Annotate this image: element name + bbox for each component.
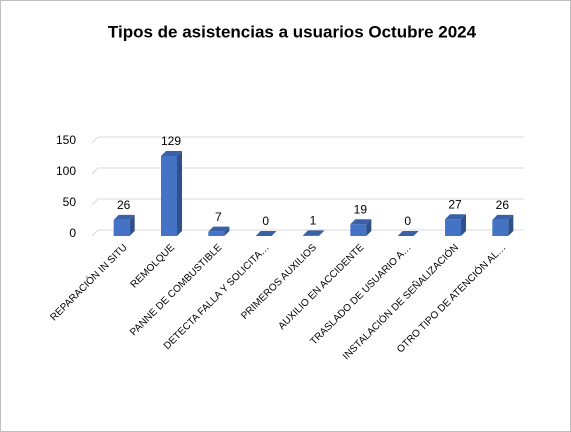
bar-top — [303, 230, 324, 236]
grid-line — [91, 198, 524, 206]
bar-top — [492, 214, 514, 220]
bar-front — [113, 219, 130, 236]
bar — [350, 219, 372, 236]
y-tick-label: 150 — [56, 133, 76, 147]
chart-title: Tipos de asistencias a usuarios Octubre … — [108, 22, 477, 41]
value-label: 129 — [161, 134, 181, 148]
value-label: 7 — [215, 210, 222, 224]
bar-top — [113, 214, 135, 220]
bar — [397, 231, 419, 236]
bar-front — [350, 224, 367, 236]
value-label: 0 — [262, 214, 269, 228]
grid-line — [91, 229, 524, 237]
bar — [208, 226, 230, 236]
value-label: 0 — [404, 214, 411, 228]
bar-front — [445, 219, 461, 236]
bar-top — [445, 214, 466, 220]
bar-side — [319, 230, 324, 236]
y-tick-label: 0 — [69, 226, 76, 240]
value-label: 19 — [354, 202, 368, 216]
bar-top — [255, 231, 277, 236]
value-label: 26 — [496, 198, 510, 212]
bar — [492, 214, 514, 236]
value-label: 1 — [310, 214, 317, 228]
bar-top — [208, 226, 230, 232]
value-label: 26 — [117, 198, 131, 212]
bar-top — [397, 231, 419, 236]
grid-line — [91, 167, 524, 175]
bar-front — [161, 156, 177, 236]
bar-top — [161, 151, 182, 157]
bar — [445, 214, 466, 236]
bar-side — [224, 226, 230, 236]
bar-side — [177, 151, 182, 236]
bar-front — [303, 235, 319, 236]
bar-side — [508, 214, 514, 236]
y-tick-label: 100 — [56, 164, 76, 178]
bar-top — [350, 219, 372, 225]
grid-line — [91, 136, 524, 144]
y-tick-label: 50 — [63, 195, 77, 209]
bar-side — [461, 214, 466, 236]
bar — [161, 151, 182, 236]
bar — [113, 214, 135, 236]
bar — [255, 231, 277, 236]
bar-front — [208, 231, 225, 236]
bar-side — [366, 219, 372, 236]
value-label: 27 — [448, 197, 462, 211]
bar-side — [129, 214, 135, 236]
bar-front — [492, 219, 509, 236]
bar — [303, 230, 324, 236]
